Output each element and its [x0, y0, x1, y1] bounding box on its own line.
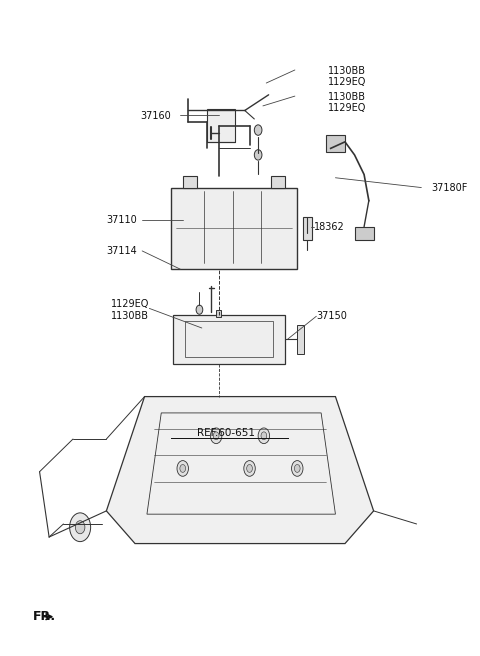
Bar: [355, 227, 373, 240]
Circle shape: [247, 464, 252, 472]
Circle shape: [210, 428, 222, 443]
Bar: [303, 217, 312, 240]
Bar: [183, 176, 197, 188]
Bar: [173, 315, 285, 364]
Circle shape: [180, 464, 186, 472]
Text: 1129EQ
1130BB: 1129EQ 1130BB: [111, 299, 149, 321]
Bar: [171, 188, 297, 269]
Bar: [216, 310, 221, 317]
Bar: [185, 321, 274, 358]
Circle shape: [244, 461, 255, 476]
Circle shape: [196, 305, 203, 314]
Polygon shape: [107, 397, 373, 544]
Text: 37110: 37110: [107, 215, 137, 225]
Circle shape: [70, 513, 91, 542]
Circle shape: [75, 521, 85, 534]
Bar: [326, 135, 345, 152]
Circle shape: [254, 125, 262, 135]
Text: 1130BB
1129EQ: 1130BB 1129EQ: [328, 92, 367, 113]
Bar: [206, 109, 235, 142]
Text: 1130BB
1129EQ: 1130BB 1129EQ: [328, 66, 367, 87]
Circle shape: [291, 461, 303, 476]
Circle shape: [258, 428, 270, 443]
Circle shape: [294, 464, 300, 472]
Circle shape: [177, 461, 189, 476]
Text: 37180F: 37180F: [431, 182, 467, 193]
Text: REF.60-651: REF.60-651: [197, 428, 255, 438]
Circle shape: [254, 150, 262, 160]
Text: 18362: 18362: [314, 222, 345, 232]
Bar: [297, 325, 304, 354]
Text: 37160: 37160: [140, 111, 171, 121]
Circle shape: [261, 432, 267, 440]
Text: 37114: 37114: [107, 246, 137, 256]
Circle shape: [213, 432, 219, 440]
Text: 37150: 37150: [316, 311, 347, 321]
Bar: [271, 176, 285, 188]
Text: FR.: FR.: [33, 610, 56, 623]
